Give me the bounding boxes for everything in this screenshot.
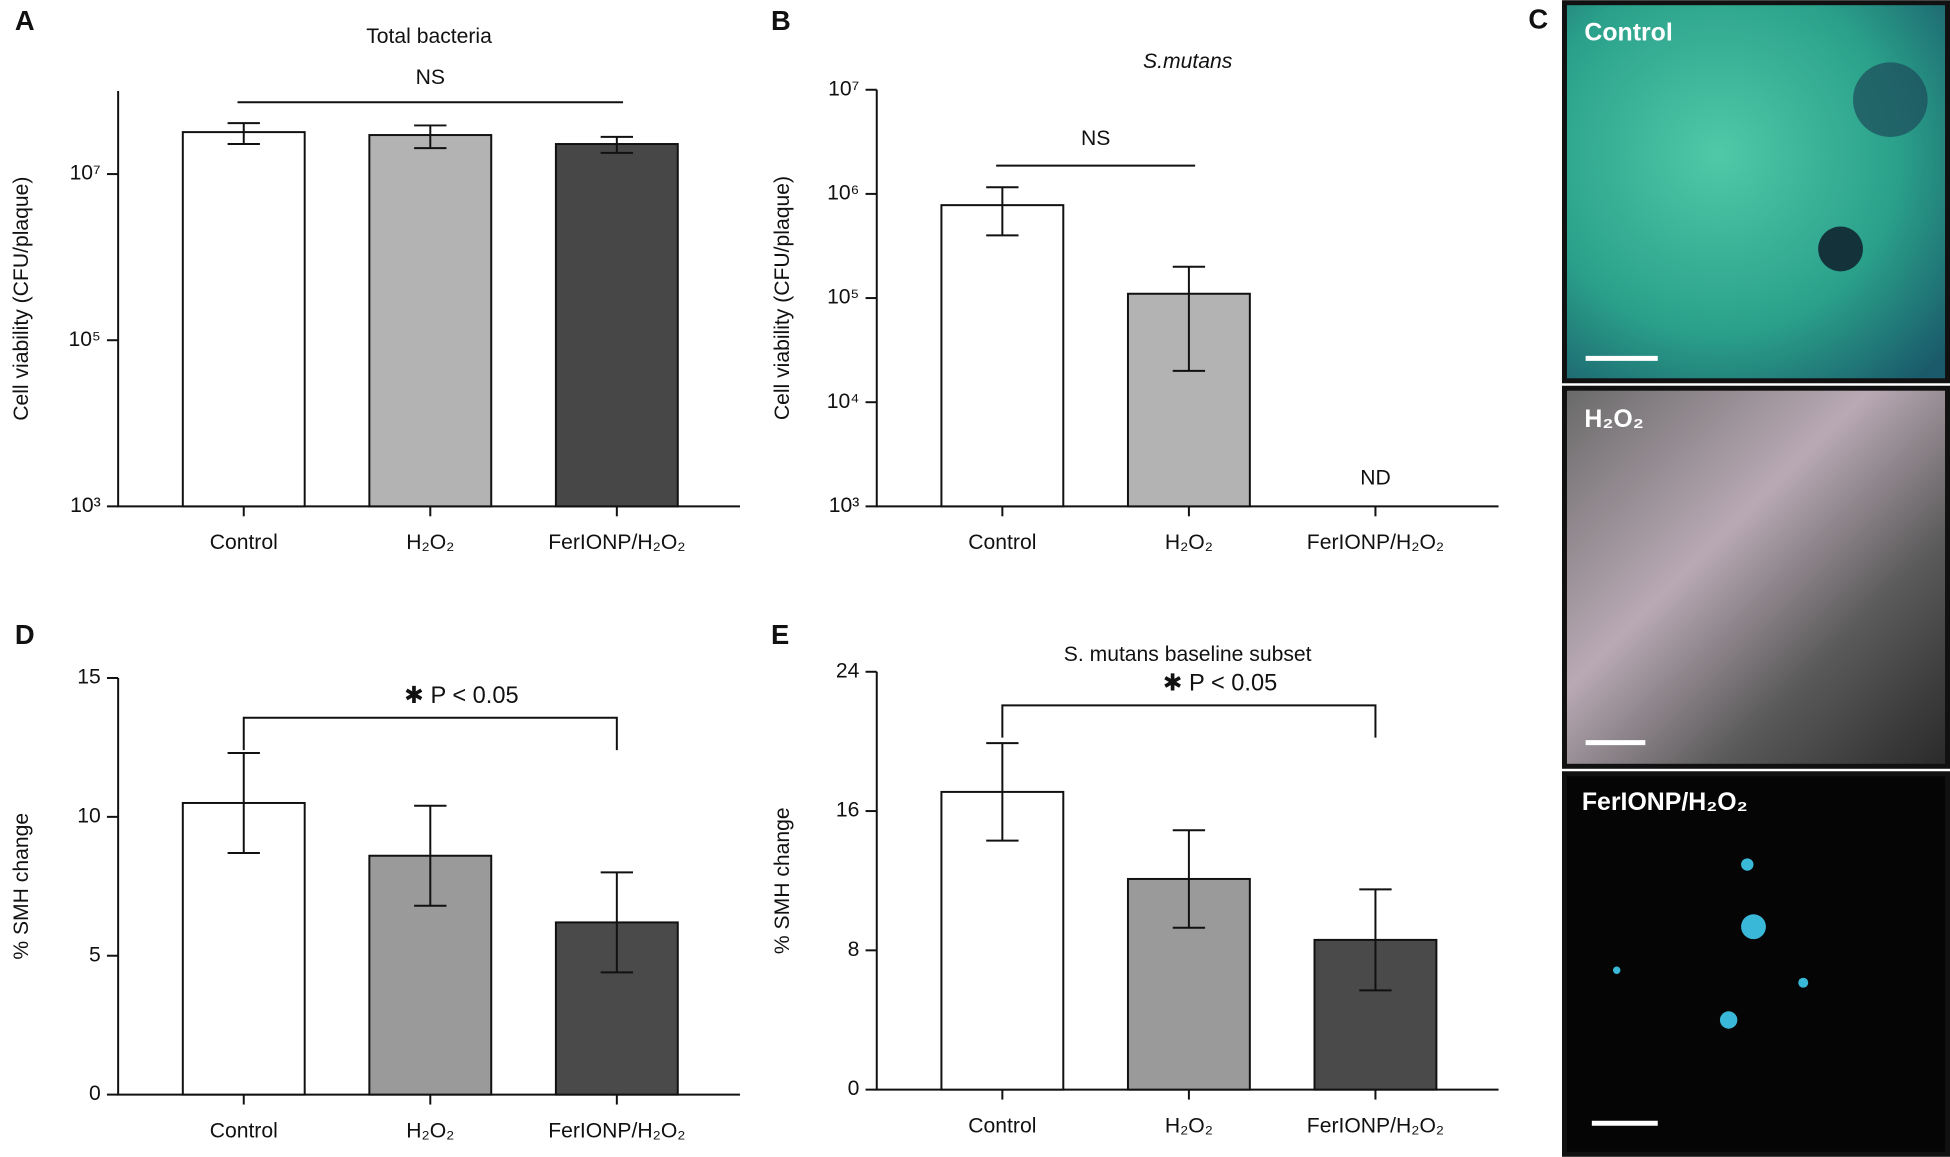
- chart-title: S. mutans baseline subset: [1064, 643, 1312, 666]
- chart-title: S.mutans: [1143, 50, 1233, 73]
- micrograph-control: [1566, 5, 1946, 379]
- y-axis-label: % SMH change: [771, 807, 794, 954]
- y-tick-label: 0: [89, 1082, 101, 1105]
- y-tick-label: 10⁷: [70, 162, 101, 185]
- texture: [1612, 966, 1621, 974]
- x-tick-label: Control: [210, 531, 278, 554]
- x-tick-label: H₂O₂: [1165, 531, 1213, 554]
- x-tick-label: FerIONP/H₂O₂: [1307, 1115, 1444, 1138]
- x-tick-label: FerIONP/H₂O₂: [548, 1119, 685, 1142]
- annotation: ✱ P < 0.05: [404, 683, 519, 709]
- y-tick-label: 10: [77, 804, 101, 827]
- x-tick-label: Control: [968, 1115, 1036, 1138]
- annotation: NS: [1081, 127, 1110, 150]
- y-tick-label: 15: [77, 666, 101, 689]
- texture: [1818, 226, 1863, 272]
- bar: [181, 131, 306, 508]
- x-tick-label: H₂O₂: [406, 531, 454, 554]
- x-tick-label: H₂O₂: [1165, 1115, 1213, 1138]
- x-tick-label: H₂O₂: [406, 1119, 454, 1142]
- x-tick-label: FerIONP/H₂O₂: [548, 531, 685, 554]
- annotation: ND: [1360, 467, 1391, 490]
- panel-letter: E: [771, 619, 789, 650]
- significance-bracket: [242, 716, 618, 751]
- y-tick-label: 10⁴: [827, 390, 860, 413]
- x-tick-label: Control: [210, 1119, 278, 1142]
- micrographs: C Control H₂O₂ FerIONP/H₂O₂: [1528, 0, 1950, 1157]
- texture: [1741, 858, 1754, 871]
- y-axis-label: Cell viability (CFU/plaque): [771, 176, 794, 420]
- y-tick-label: 10³: [70, 494, 101, 517]
- y-axis-label: % SMH change: [10, 813, 33, 960]
- image-label: Control: [1584, 18, 1672, 46]
- panel-letter: B: [771, 5, 791, 36]
- y-axis-label: Cell viability (CFU/plaque): [10, 177, 33, 421]
- panel-letter: C: [1528, 4, 1548, 35]
- y-tick-label: 10⁵: [827, 286, 859, 309]
- y-tick-label: 10⁶: [827, 181, 859, 204]
- image-label: H₂O₂: [1584, 405, 1643, 433]
- micrograph-h2o2: [1566, 390, 1946, 764]
- significance-bracket: [1001, 704, 1377, 738]
- bar: [554, 143, 679, 508]
- y-tick-label: 8: [848, 938, 860, 961]
- y-tick-label: 16: [836, 799, 860, 822]
- x-tick-label: Control: [968, 531, 1036, 554]
- y-tick-label: 5: [89, 943, 101, 966]
- x-tick-label: FerIONP/H₂O₂: [1307, 531, 1444, 554]
- annotation: ✱ P < 0.05: [1163, 670, 1278, 696]
- micrograph-ferionp: [1566, 776, 1946, 1152]
- y-tick-label: 10⁷: [828, 77, 859, 100]
- y-tick-label: 24: [836, 659, 860, 682]
- image-label: FerIONP/H₂O₂: [1582, 788, 1748, 816]
- panel-letter: A: [15, 5, 35, 36]
- texture: [1798, 977, 1809, 988]
- texture: [1741, 914, 1766, 940]
- panel-letter: D: [15, 619, 35, 650]
- bar: [940, 204, 1065, 508]
- chart-title: Total bacteria: [366, 25, 492, 48]
- y-tick-label: 10⁵: [68, 328, 100, 351]
- bar: [368, 134, 493, 508]
- texture: [1719, 1011, 1738, 1029]
- y-tick-label: 0: [848, 1077, 860, 1100]
- y-tick-label: 10³: [829, 494, 860, 517]
- annotation: NS: [416, 66, 445, 89]
- texture: [1852, 62, 1928, 138]
